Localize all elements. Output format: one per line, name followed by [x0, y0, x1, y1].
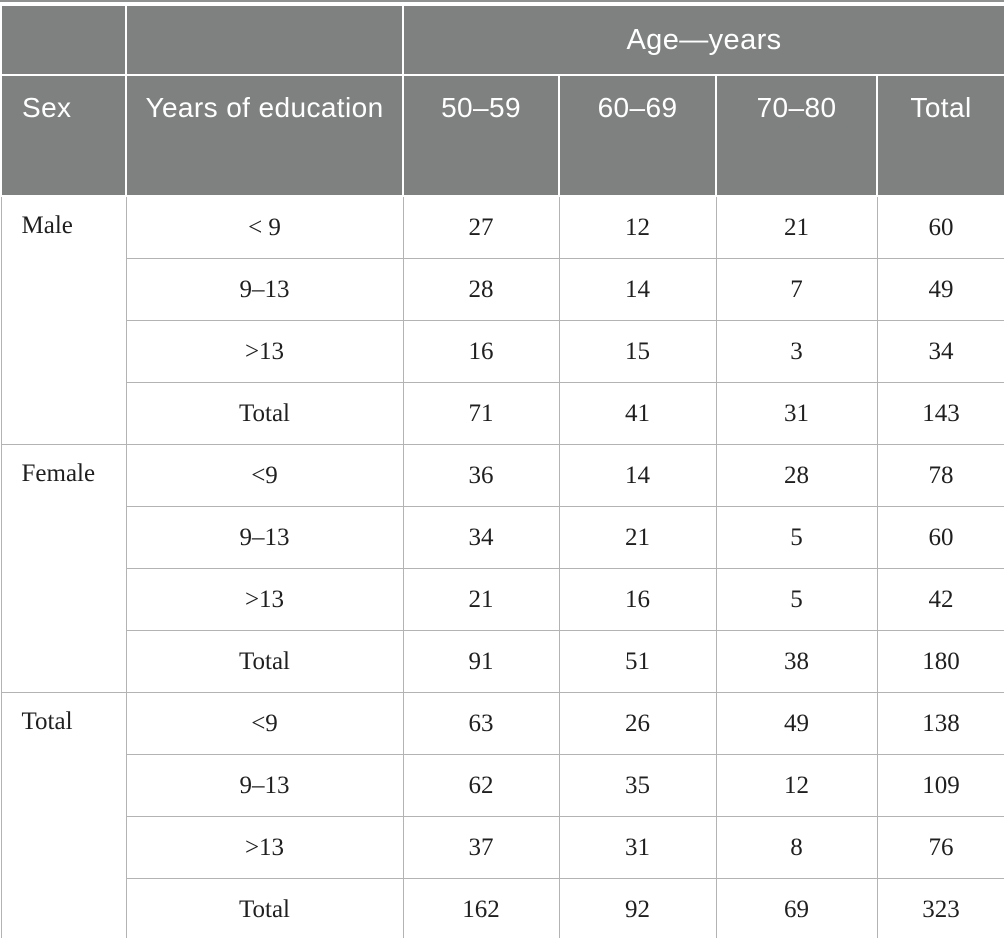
value-cell: 49: [876, 258, 1004, 321]
value-cell: 63: [402, 692, 560, 755]
value-cell: 15: [558, 320, 717, 383]
value-cell: 16: [558, 568, 717, 631]
value-cell: 8: [715, 816, 878, 879]
education-cell: Total: [125, 382, 404, 445]
value-cell: 28: [402, 258, 560, 321]
value-cell: 323: [876, 878, 1004, 938]
value-cell: 35: [558, 754, 717, 817]
value-cell: 31: [558, 816, 717, 879]
value-cell: 5: [715, 568, 878, 631]
sex-group-label: Male: [0, 195, 127, 445]
value-cell: 28: [715, 444, 878, 507]
education-cell: >13: [125, 568, 404, 631]
education-cell: Total: [125, 878, 404, 938]
table-row: Total 91 51 38 180: [1, 630, 1004, 693]
value-cell: 42: [876, 568, 1004, 631]
value-cell: 12: [715, 754, 878, 817]
table-row: >13 21 16 5 42: [1, 568, 1004, 631]
value-cell: 7: [715, 258, 878, 321]
value-cell: 78: [876, 444, 1004, 507]
value-cell: 62: [402, 754, 560, 817]
education-cell: 9–13: [125, 506, 404, 569]
sex-group-label: Total: [0, 692, 127, 938]
value-cell: 26: [558, 692, 717, 755]
education-cell: 9–13: [125, 754, 404, 817]
value-cell: 14: [558, 444, 717, 507]
column-header-sex: Sex: [0, 74, 127, 197]
value-cell: 21: [402, 568, 560, 631]
span-header-row: Age—years: [0, 4, 1004, 76]
sex-group-label: Female: [0, 444, 127, 693]
value-cell: 34: [876, 320, 1004, 383]
column-header-age-60-69: 60–69: [558, 74, 717, 197]
education-cell: <9: [125, 692, 404, 755]
value-cell: 41: [558, 382, 717, 445]
value-cell: 71: [402, 382, 560, 445]
education-cell: 9–13: [125, 258, 404, 321]
column-header-education: Years of education: [125, 74, 404, 197]
header-spacer-education: [125, 4, 404, 76]
value-cell: 91: [402, 630, 560, 693]
value-cell: 92: [558, 878, 717, 938]
value-cell: 51: [558, 630, 717, 693]
column-header-age-70-80: 70–80: [715, 74, 878, 197]
value-cell: 76: [876, 816, 1004, 879]
value-cell: 27: [402, 195, 560, 259]
table-row: Male < 9 27 12 21 60: [0, 195, 1004, 445]
table-row: 9–13 62 35 12 109: [1, 754, 1004, 817]
column-header-age-50-59: 50–59: [402, 74, 560, 197]
value-cell: 60: [876, 195, 1004, 259]
education-cell: < 9: [125, 195, 404, 259]
table-row: >13 37 31 8 76: [1, 816, 1004, 879]
table-row: Total 162 92 69 323: [1, 878, 1004, 938]
value-cell: 34: [402, 506, 560, 569]
value-cell: 3: [715, 320, 878, 383]
value-cell: 69: [715, 878, 878, 938]
value-cell: 38: [715, 630, 878, 693]
value-cell: 36: [402, 444, 560, 507]
value-cell: 31: [715, 382, 878, 445]
value-cell: 14: [558, 258, 717, 321]
value-cell: 21: [558, 506, 717, 569]
education-cell: Total: [125, 630, 404, 693]
value-cell: 109: [876, 754, 1004, 817]
value-cell: 180: [876, 630, 1004, 693]
age-years-span-header: Age—years: [402, 4, 1004, 76]
table-row: 9–13 28 14 7 49: [1, 258, 1004, 321]
value-cell: 12: [558, 195, 717, 259]
table-top-rule: [0, 0, 1004, 2]
header-spacer-sex: [0, 4, 127, 76]
table-row: Total <9 63 26 49 138: [0, 692, 1004, 938]
value-cell: 49: [715, 692, 878, 755]
value-cell: 5: [715, 506, 878, 569]
value-cell: 16: [402, 320, 560, 383]
value-cell: 143: [876, 382, 1004, 445]
table-row: Female <9 36 14 28 78: [0, 444, 1004, 693]
value-cell: 60: [876, 506, 1004, 569]
education-cell: >13: [125, 320, 404, 383]
table-row: >13 16 15 3 34: [1, 320, 1004, 383]
column-header-total: Total: [876, 74, 1004, 197]
value-cell: 138: [876, 692, 1004, 755]
education-cell: >13: [125, 816, 404, 879]
table-row: 9–13 34 21 5 60: [1, 506, 1004, 569]
education-cell: <9: [125, 444, 404, 507]
table-row: Total 71 41 31 143: [1, 382, 1004, 445]
column-header-row: Sex Years of education 50–59 60–69 70–80…: [0, 74, 1004, 197]
value-cell: 37: [402, 816, 560, 879]
value-cell: 21: [715, 195, 878, 259]
demographics-table: Age—years Sex Years of education 50–59 6…: [0, 4, 1004, 938]
value-cell: 162: [402, 878, 560, 938]
